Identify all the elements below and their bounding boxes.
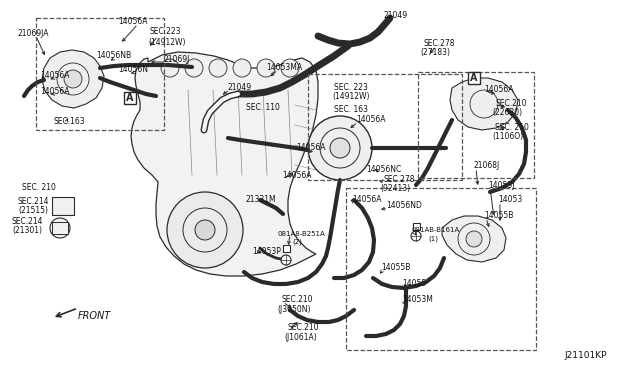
- Text: SEC. 210: SEC. 210: [22, 183, 56, 192]
- Text: SEC. 210: SEC. 210: [495, 124, 529, 132]
- Text: 21049: 21049: [384, 12, 408, 20]
- Text: (1106O): (1106O): [492, 132, 523, 141]
- Text: SEC. 110: SEC. 110: [246, 103, 280, 112]
- Text: (2): (2): [292, 239, 302, 245]
- Text: A: A: [126, 93, 134, 103]
- Circle shape: [167, 192, 243, 268]
- Circle shape: [195, 220, 215, 240]
- Circle shape: [161, 59, 179, 77]
- Text: SEC. 223: SEC. 223: [334, 83, 368, 93]
- Text: SEC.214: SEC.214: [18, 198, 49, 206]
- Text: (27183): (27183): [420, 48, 450, 58]
- Text: (J1061A): (J1061A): [284, 333, 317, 341]
- Circle shape: [64, 70, 82, 88]
- Circle shape: [209, 59, 227, 77]
- Circle shape: [411, 231, 421, 241]
- FancyBboxPatch shape: [124, 92, 136, 104]
- Circle shape: [50, 218, 70, 238]
- Text: (21515): (21515): [18, 206, 48, 215]
- Text: 21049: 21049: [228, 83, 252, 93]
- Text: SEC.223: SEC.223: [150, 28, 182, 36]
- Text: SEC.278: SEC.278: [383, 176, 415, 185]
- Text: 14053M: 14053M: [402, 295, 433, 305]
- Text: 14056ND: 14056ND: [386, 202, 422, 211]
- Text: (1): (1): [428, 236, 438, 242]
- Text: 14056A: 14056A: [484, 86, 513, 94]
- Text: 21068J: 21068J: [474, 161, 500, 170]
- Text: 21069JA: 21069JA: [18, 29, 49, 38]
- Text: SEC.210: SEC.210: [287, 324, 319, 333]
- Text: A: A: [470, 73, 477, 83]
- Text: 14056A: 14056A: [282, 171, 312, 180]
- Text: (22630): (22630): [492, 108, 522, 116]
- Text: (14912W): (14912W): [332, 93, 369, 102]
- Text: 14056NB: 14056NB: [96, 51, 131, 61]
- Text: 14056A: 14056A: [118, 17, 147, 26]
- Text: 14056N: 14056N: [118, 65, 148, 74]
- Text: 14053MA: 14053MA: [266, 64, 302, 73]
- Text: 14056A: 14056A: [40, 71, 70, 80]
- FancyBboxPatch shape: [282, 244, 289, 251]
- FancyBboxPatch shape: [413, 222, 419, 230]
- Polygon shape: [42, 50, 104, 108]
- Text: 14056A: 14056A: [356, 115, 385, 125]
- Circle shape: [466, 231, 482, 247]
- Circle shape: [281, 255, 291, 265]
- Text: SEC.210: SEC.210: [281, 295, 312, 305]
- FancyBboxPatch shape: [52, 197, 74, 215]
- Polygon shape: [450, 78, 518, 130]
- Text: (21301): (21301): [12, 227, 42, 235]
- Circle shape: [330, 138, 350, 158]
- Circle shape: [257, 59, 275, 77]
- Text: 14055: 14055: [402, 279, 426, 289]
- Text: 081A8-B251A: 081A8-B251A: [278, 231, 326, 237]
- Text: 14056A: 14056A: [40, 87, 70, 96]
- Polygon shape: [131, 52, 318, 276]
- Text: (J3050N): (J3050N): [277, 305, 310, 314]
- Text: FRONT: FRONT: [78, 311, 111, 321]
- Text: 14053J: 14053J: [488, 180, 515, 189]
- Polygon shape: [442, 216, 506, 262]
- Text: 14053: 14053: [498, 196, 522, 205]
- Text: 14055B: 14055B: [381, 263, 410, 273]
- Text: SEC.210: SEC.210: [495, 99, 527, 108]
- Circle shape: [281, 59, 299, 77]
- Text: SEC.163: SEC.163: [53, 118, 84, 126]
- Text: 14056A: 14056A: [296, 144, 326, 153]
- Circle shape: [233, 59, 251, 77]
- Text: SEC.278: SEC.278: [424, 39, 456, 48]
- Text: 14053P: 14053P: [252, 247, 281, 257]
- Text: 081AB-B161A: 081AB-B161A: [412, 227, 460, 233]
- Text: J21101KP: J21101KP: [564, 352, 607, 360]
- Text: 14055B: 14055B: [484, 212, 513, 221]
- Text: 14056NC: 14056NC: [366, 166, 401, 174]
- FancyBboxPatch shape: [52, 222, 68, 234]
- Text: SEC. 163: SEC. 163: [334, 106, 368, 115]
- Text: SEC.214: SEC.214: [12, 218, 44, 227]
- Text: 14056A: 14056A: [352, 196, 381, 205]
- Text: (92413): (92413): [380, 185, 410, 193]
- Text: (14912W): (14912W): [148, 38, 186, 46]
- Circle shape: [185, 59, 203, 77]
- Circle shape: [308, 116, 372, 180]
- Text: 21069J: 21069J: [163, 55, 189, 64]
- FancyBboxPatch shape: [468, 72, 480, 84]
- Text: 21331M: 21331M: [246, 196, 276, 205]
